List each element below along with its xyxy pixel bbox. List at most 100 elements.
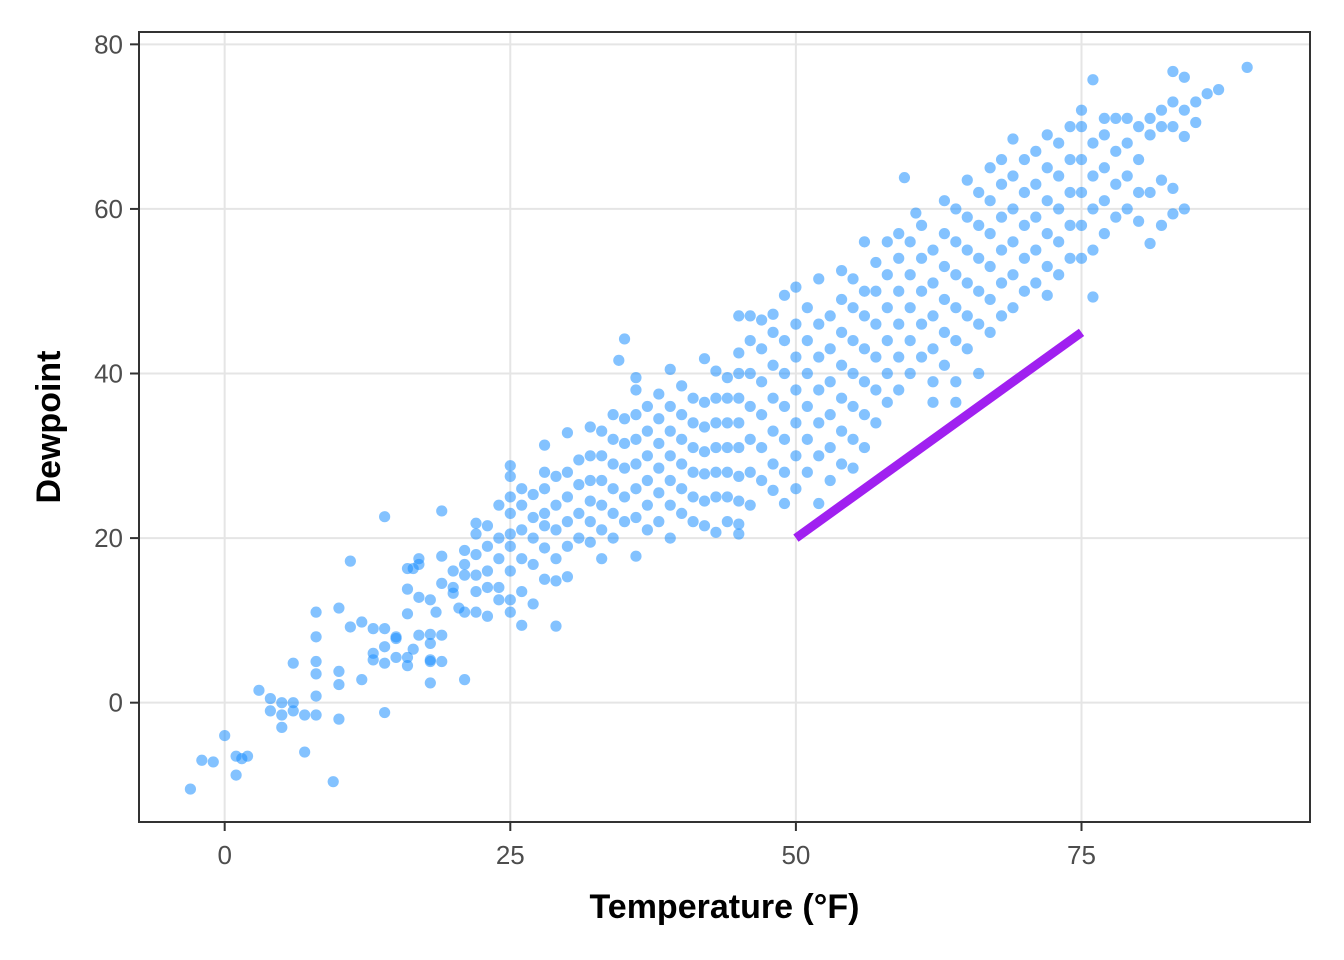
data-point bbox=[516, 585, 528, 598]
data-point bbox=[516, 483, 528, 495]
data-point bbox=[710, 491, 722, 503]
data-point bbox=[436, 577, 448, 589]
data-point bbox=[721, 417, 733, 429]
data-point bbox=[984, 260, 996, 273]
data-point bbox=[961, 310, 973, 322]
data-point bbox=[836, 458, 848, 470]
data-point bbox=[744, 433, 756, 445]
data-point bbox=[287, 697, 299, 709]
data-point bbox=[858, 310, 871, 322]
data-point bbox=[230, 769, 242, 781]
data-point bbox=[664, 474, 676, 487]
data-point bbox=[824, 343, 836, 355]
data-points bbox=[184, 61, 1253, 795]
data-point bbox=[1075, 186, 1088, 199]
data-point bbox=[778, 367, 791, 380]
data-point bbox=[607, 458, 619, 470]
data-point bbox=[767, 392, 779, 404]
data-point bbox=[413, 591, 425, 603]
data-point bbox=[676, 433, 688, 445]
data-point bbox=[1041, 228, 1053, 240]
data-point bbox=[984, 228, 996, 240]
data-point bbox=[607, 532, 619, 544]
data-point bbox=[1144, 129, 1156, 141]
data-point bbox=[915, 219, 928, 231]
data-point bbox=[893, 285, 905, 297]
data-point bbox=[910, 207, 922, 219]
data-point bbox=[527, 558, 539, 571]
data-point bbox=[1241, 61, 1253, 73]
data-point bbox=[893, 384, 905, 396]
data-point bbox=[927, 343, 939, 355]
data-point bbox=[264, 692, 276, 705]
data-point bbox=[813, 384, 825, 396]
data-point bbox=[481, 565, 494, 577]
data-point bbox=[744, 499, 756, 511]
data-point bbox=[356, 674, 368, 686]
data-point bbox=[1098, 112, 1110, 125]
data-point bbox=[744, 466, 756, 478]
data-point bbox=[1190, 116, 1202, 129]
y-axis-title: Dewpoint bbox=[30, 351, 68, 504]
data-point bbox=[504, 507, 516, 520]
data-point bbox=[504, 606, 516, 618]
annotation-line bbox=[793, 328, 1085, 542]
data-point bbox=[973, 367, 985, 380]
annotation-layer bbox=[793, 328, 1085, 542]
data-point bbox=[687, 392, 699, 404]
data-point bbox=[1121, 203, 1133, 215]
data-point bbox=[1098, 195, 1110, 207]
data-point bbox=[733, 392, 745, 404]
data-point bbox=[698, 421, 711, 433]
data-point bbox=[1064, 186, 1076, 199]
data-point bbox=[1007, 236, 1019, 248]
data-point bbox=[504, 565, 516, 577]
data-point bbox=[436, 550, 448, 562]
data-point bbox=[424, 637, 436, 650]
data-point bbox=[938, 359, 951, 371]
data-point bbox=[436, 505, 448, 517]
data-point bbox=[584, 536, 596, 548]
data-point bbox=[561, 571, 574, 583]
data-point bbox=[1053, 269, 1065, 281]
data-point bbox=[1018, 285, 1030, 297]
data-point bbox=[550, 470, 562, 482]
data-point bbox=[801, 433, 813, 445]
data-point bbox=[950, 376, 962, 388]
data-point bbox=[1178, 104, 1190, 116]
data-point bbox=[630, 483, 642, 495]
data-point bbox=[493, 499, 505, 511]
data-point bbox=[778, 497, 791, 510]
data-point bbox=[1098, 162, 1110, 174]
data-point bbox=[767, 425, 779, 437]
data-point bbox=[630, 550, 642, 562]
data-point bbox=[744, 400, 756, 413]
data-point bbox=[401, 608, 414, 620]
data-point bbox=[470, 569, 482, 581]
data-point bbox=[550, 575, 562, 587]
data-point bbox=[881, 367, 893, 380]
data-point bbox=[253, 684, 265, 696]
data-point bbox=[938, 293, 951, 306]
data-point bbox=[1064, 153, 1076, 166]
data-point bbox=[630, 458, 642, 470]
data-point bbox=[1075, 121, 1088, 133]
data-point bbox=[801, 367, 813, 380]
data-point bbox=[1167, 208, 1179, 220]
data-point bbox=[1178, 71, 1190, 83]
data-point bbox=[618, 491, 631, 503]
data-point bbox=[801, 334, 813, 347]
data-point bbox=[607, 507, 619, 520]
data-point bbox=[664, 532, 676, 544]
data-point bbox=[858, 409, 871, 421]
data-point bbox=[915, 351, 928, 363]
data-point bbox=[561, 540, 574, 552]
data-point bbox=[813, 351, 825, 363]
data-point bbox=[790, 417, 802, 429]
data-point bbox=[893, 252, 905, 264]
data-point bbox=[653, 388, 665, 400]
data-point bbox=[710, 392, 722, 404]
data-point bbox=[481, 581, 494, 594]
data-point bbox=[767, 326, 779, 338]
data-point bbox=[436, 629, 448, 641]
